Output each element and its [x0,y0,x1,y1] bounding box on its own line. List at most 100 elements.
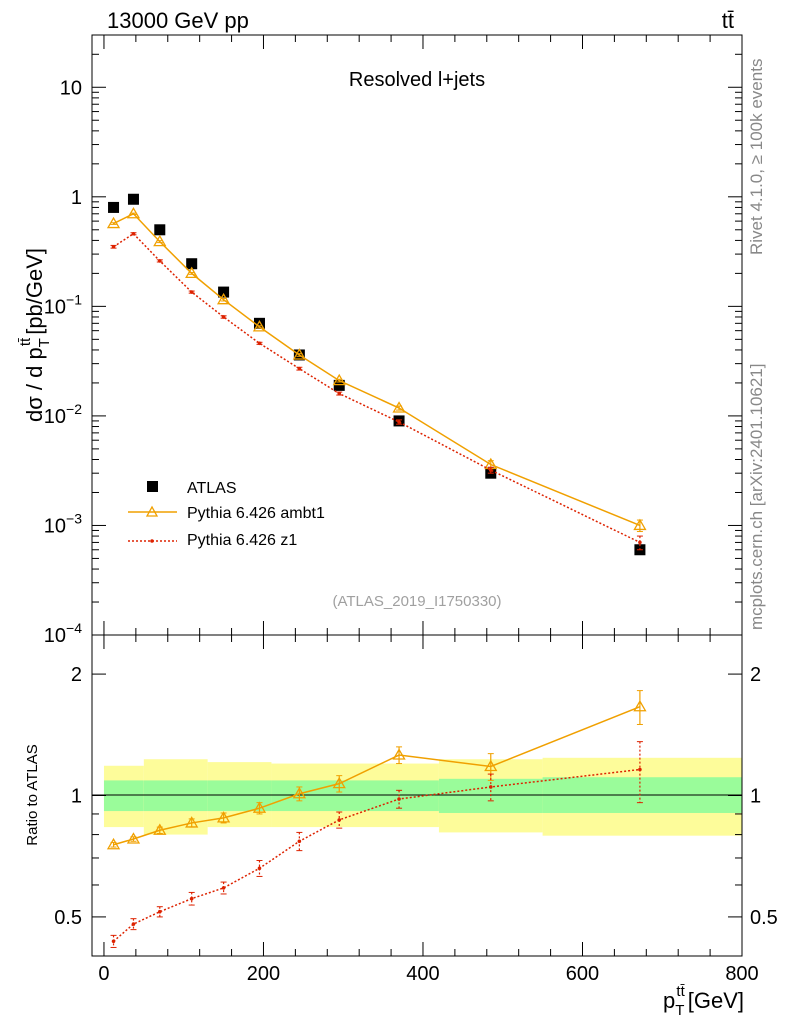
ratio-panel: 0.5 0.51 12 2 0 200 400 600 800 Ratio to ATLAS … [24,634,778,1019]
ratio-green-band-1 [143,780,208,812]
main-atlas-point-3 [186,258,198,270]
ratio-pythia-6-426-z1-point-6 [297,839,302,844]
ratio-pythia-6-426-ambt1-point-7 [332,776,346,789]
ratio-pythia-6-426-z1-point-7 [337,818,342,822]
main-atlas-point-1 [127,193,139,205]
y-label-units: [pb/GeV] [22,248,47,335]
ratio-pythia-6-426-ambt1-point-5 [252,801,267,813]
x-tick-label-4: 800 [725,963,758,985]
ratio-pythia-6-426-ambt1-point-1 [126,832,141,844]
ratio-y-label: Ratio to ATLAS [24,744,41,845]
main-pythia-6-426-z1-point-9 [488,468,493,472]
main-pythia-6-426-z1-point-6 [297,366,302,371]
main-pythia-6-426-z1-point-1 [131,231,136,236]
ratio-pythia-6-426-z1-point-3 [189,896,194,901]
main-y-tick-label-2: 10−1 [44,291,82,318]
main-y-axis-label: dσ / d pTtt̄ [pb/GeV] [17,248,53,422]
ratio-green-band-0 [103,780,144,812]
ratio-y-tick-label-left-0: 0.5 [54,907,82,929]
x-label-units: [GeV] [688,988,744,1013]
main-pythia-6-426-ambt1-point-2 [153,234,167,247]
main-pythia-6-426-z1-point-8 [397,420,401,424]
legend-ambt1-label: Pythia 6.426 ambt1 [187,505,325,522]
ratio-x-axis: 0 200 400 600 800 [98,635,759,985]
main-atlas-point-0 [108,201,120,213]
main-pythia-6-426-z1-point-7 [337,391,342,396]
main-pythia-6-426-ambt1-point-1 [126,206,141,219]
main-pythia-6-426-z1-line [113,232,641,544]
legend-ambt1-marker [145,505,159,517]
ratio-green-band-3 [271,780,439,812]
main-pythia-6-426-ambt1-point-7 [332,373,346,386]
main-pythia-6-426-z1-point-5 [257,341,262,346]
ratio-pythia-6-426-z1-point-5 [257,866,262,871]
main-pythia-6-426-z1-point-0 [111,244,116,249]
ratio-y-tick-label-left-2: 2 [71,664,82,686]
main-atlas-point-2 [154,224,166,236]
x-axis-label: pTtt̄ [GeV] [663,983,744,1019]
main-pythia-6-426-z1-point-2 [157,259,162,263]
main-pythia-6-426-z1-point-10 [638,540,642,545]
main-pythia-6-426-ambt1-point-0 [106,216,121,229]
legend-z1-marker [150,539,154,543]
ratio-pythia-6-426-z1-point-2 [157,909,162,914]
mcplots-label: mcplots.cern.ch [arXiv:2401.10621] [747,364,766,630]
x-tick-label-0: 0 [98,963,109,985]
ratio-marks [106,690,647,948]
energy-label: 13000 GeV pp [107,8,249,33]
ratio-pythia-6-426-z1-point-4 [221,886,226,890]
x-label-main: p [663,988,675,1013]
main-pythia-6-426-z1-point-4 [221,315,226,319]
main-y-tick-label-4: 10−3 [44,510,82,537]
main-pythia-6-426-ambt1-point-3 [185,266,199,279]
ratio-bands [103,757,742,836]
ratio-y-tick-label-left-1: 1 [71,786,82,808]
ratio-pythia-6-426-z1-point-10 [638,767,642,772]
ratio-pythia-6-426-ambt1-point-2 [153,823,167,835]
ratio-pythia-6-426-z1-point-1 [131,922,136,926]
main-atlas-point-7 [333,379,345,391]
legend-atlas-label: ATLAS [187,480,237,497]
ratio-pythia-6-426-ambt1-point-6 [292,786,306,799]
ratio-pythia-6-426-ambt1-point-8 [392,748,406,760]
legend-atlas-marker [147,481,158,492]
x-label-sup: tt̄ [676,983,685,1000]
ratio-pythia-6-426-ambt1-point-4 [216,811,231,823]
y-label-sub: T [36,338,53,347]
process-label: tt̄ [722,8,734,33]
main-atlas-point-5 [253,317,265,329]
x-tick-label-2: 400 [406,963,439,985]
x-tick-label-1: 200 [247,963,280,985]
x-tick-label-3: 600 [566,963,599,985]
analysis-id: (ATLAS_2019_I1750330) [332,593,501,610]
ratio-y-axis: 0.5 0.5 1 1 2 2 [54,664,778,957]
chart-title: Resolved l+jets [349,69,485,91]
x-label-sub: T [675,1002,684,1019]
main-y-tick-label-0: 10 [60,77,82,99]
ratio-pythia-6-426-z1-point-0 [111,939,116,944]
main-pythia-6-426-ambt1-point-5 [252,320,267,332]
main-y-tick-label-1: 1 [71,187,82,209]
y-label-main: dσ / d p [22,347,47,422]
main-pythia-6-426-ambt1-point-8 [392,401,406,413]
ratio-y-tick-label-right-1: 1 [750,786,761,808]
main-atlas-point-4 [218,286,230,298]
rivet-label: Rivet 4.1.0, ≥ 100k events [747,59,766,255]
legend: ATLAS Pythia 6.426 ambt1 Pythia 6.426 z1 [128,480,325,549]
ratio-pythia-6-426-ambt1-point-9 [484,759,498,772]
main-x-ticks [103,35,743,635]
main-y-tick-label-3: 10−2 [44,401,82,428]
ratio-pythia-6-426-z1-point-8 [397,797,401,801]
main-marks [106,193,647,556]
ratio-pythia-6-426-ambt1-point-3 [185,816,199,828]
main-pythia-6-426-z1-point-3 [189,290,194,294]
main-y-tick-label-5: 10−4 [44,620,82,647]
main-pythia-6-426-ambt1-point-6 [292,348,306,360]
y-label-sup: tt̄ [17,337,34,346]
ratio-pythia-6-426-ambt1-point-0 [106,837,121,850]
main-panel: 10 1 10−1 10−2 10−3 10−4 Resolved l+jets (ATL… [17,34,743,647]
svg-text:dσ / d pTtt̄[pb/GeV]: dσ / d pTtt̄ [pb/GeV] [17,248,53,422]
legend-z1-label: Pythia 6.426 z1 [187,532,297,549]
ratio-pythia-6-426-z1-point-9 [488,785,493,789]
